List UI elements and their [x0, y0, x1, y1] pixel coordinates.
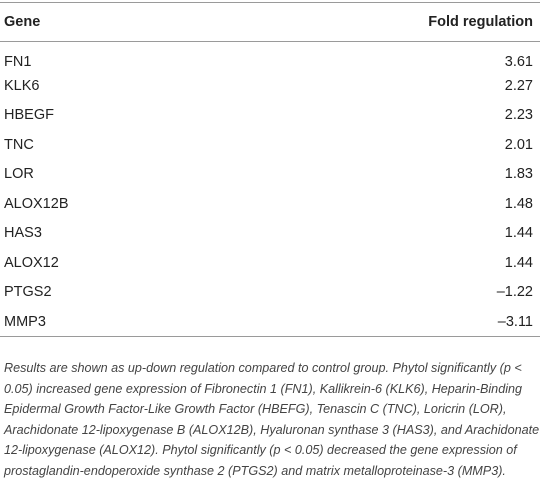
fold-cell: 3.61: [504, 53, 533, 70]
table-row: PTGS2 –1.22: [0, 278, 540, 308]
fold-cell: 2.27: [504, 77, 533, 94]
gene-cell: TNC: [4, 136, 34, 153]
footnote: Results are shown as up-down regulation …: [4, 361, 540, 478]
fold-cell: –3.11: [497, 313, 533, 330]
header-cell: Gene: [4, 14, 41, 30]
fold-cell: –1.22: [496, 284, 533, 301]
gene-cell: ALOX12B: [4, 195, 69, 212]
table-row: MMP3 –3.11: [0, 307, 540, 337]
gene-cell: MMP3: [4, 313, 46, 330]
table-row: ALOX12B 1.48: [0, 189, 540, 219]
gene-table: Gene Fold regulation FN1 3.61 KLK6 2.27 HBEG…: [0, 2, 540, 337]
gene-cell: FN1: [4, 53, 32, 70]
table-body: FN1 3.61 KLK6 2.27 HBEGF 2.23 TNC 2.01 LOR 1.83 AL…: [0, 42, 540, 337]
header-cell: Fold regulation: [428, 14, 533, 30]
gene-cell: LOR: [4, 166, 34, 183]
fold-cell: 1.83: [504, 166, 533, 183]
header-row: Gene Fold regulation: [0, 2, 540, 42]
fold-cell: 1.48: [504, 195, 533, 212]
gene-cell: KLK6: [4, 77, 40, 94]
fold-cell: 2.23: [504, 107, 533, 124]
gene-cell: HBEGF: [4, 107, 54, 124]
fold-cell: 2.01: [504, 136, 533, 153]
table-row: HAS3 1.44: [0, 219, 540, 249]
table-row: KLK6 2.27: [0, 71, 540, 101]
fold-cell: 1.44: [504, 254, 533, 271]
table-row: TNC 2.01: [0, 130, 540, 160]
gene-cell: HAS3: [4, 225, 42, 242]
table-row: ALOX12 1.44: [0, 248, 540, 278]
gene-cell: ALOX12: [4, 254, 59, 271]
table-row: LOR 1.83: [0, 160, 540, 190]
table-row: HBEGF 2.23: [0, 101, 540, 131]
gene-cell: PTGS2: [4, 284, 52, 301]
table-row: FN1 3.61: [0, 42, 540, 72]
fold-cell: 1.44: [504, 225, 533, 242]
